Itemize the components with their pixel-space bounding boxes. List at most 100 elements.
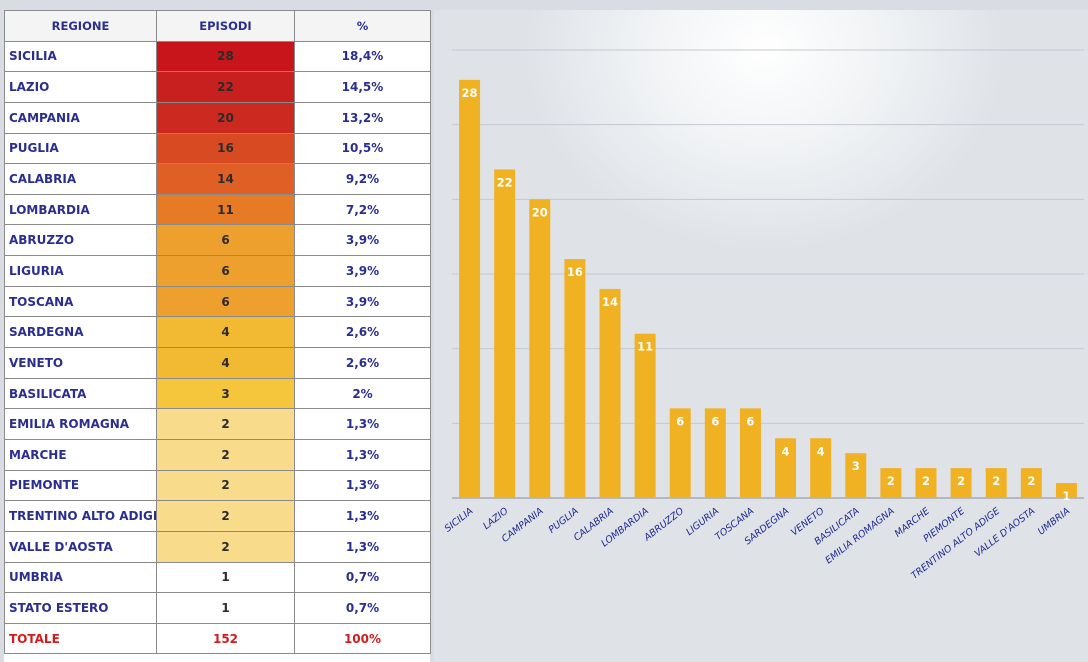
- bar: [845, 453, 867, 498]
- category-label: LAZIO: [481, 505, 511, 532]
- region-cell: SICILIA: [4, 40, 157, 73]
- bar: [775, 438, 797, 498]
- table-row: SARDEGNA 4 2,6%: [4, 316, 431, 349]
- region-cell: ABRUZZO: [4, 224, 157, 257]
- percent-cell: 14,5%: [294, 71, 431, 103]
- count-cell: 28: [156, 40, 295, 73]
- count-cell: 3: [156, 377, 295, 410]
- regions-table-panel: REGIONE EPISODI % SICILIA 28 18,4% LAZIO 22 1…: [4, 10, 431, 662]
- count-cell: 6: [156, 224, 295, 257]
- region-cell: LOMBARDIA: [4, 193, 157, 226]
- percent-cell: 1,3%: [294, 438, 431, 471]
- count-cell: 11: [156, 193, 295, 226]
- total-percent: 100%: [294, 622, 431, 655]
- data-label: 1: [1062, 489, 1070, 503]
- percent-cell: 3,9%: [294, 255, 431, 287]
- data-label: 22: [497, 175, 513, 189]
- bar: [985, 468, 1007, 498]
- bar: [494, 169, 516, 498]
- table-row: ABRUZZO 6 3,9%: [4, 224, 431, 257]
- bar: [564, 259, 586, 498]
- table-row: LOMBARDIA 11 7,2%: [4, 193, 431, 226]
- bar: [950, 468, 972, 498]
- header-episodi: EPISODI: [156, 10, 295, 42]
- data-label: 4: [782, 444, 790, 458]
- data-label: 3: [852, 459, 860, 473]
- table-row: MARCHE 2 1,3%: [4, 438, 431, 471]
- count-cell: 20: [156, 101, 295, 134]
- region-cell: BASILICATA: [4, 377, 157, 410]
- bar-chart: 28SICILIA22LAZIO20CAMPANIA16PUGLIA14CALA…: [443, 49, 1084, 582]
- region-cell: TOSCANA: [4, 285, 157, 318]
- bar: [1055, 483, 1077, 498]
- table-row: PUGLIA 16 10,5%: [4, 132, 431, 165]
- region-cell: MARCHE: [4, 438, 157, 471]
- count-cell: 6: [156, 285, 295, 318]
- region-cell: LAZIO: [4, 71, 157, 103]
- percent-cell: 2%: [294, 377, 431, 410]
- bar: [880, 468, 902, 498]
- regions-table: REGIONE EPISODI % SICILIA 28 18,4% LAZIO 22 1…: [4, 10, 431, 655]
- data-label: 6: [711, 414, 719, 428]
- category-label: VALLE D'AOSTA: [973, 506, 1038, 560]
- region-cell: TRENTINO ALTO ADIGE: [4, 500, 157, 532]
- percent-cell: 10,5%: [294, 132, 431, 165]
- table-row: VALLE D'AOSTA 2 1,3%: [4, 530, 431, 563]
- region-cell: UMBRIA: [4, 561, 157, 594]
- region-cell: VENETO: [4, 347, 157, 379]
- bar: [669, 408, 691, 498]
- data-label: 2: [1027, 474, 1035, 488]
- data-label: 2: [992, 474, 1000, 488]
- table-header-row: REGIONE EPISODI %: [4, 10, 431, 42]
- bar: [810, 438, 832, 498]
- percent-cell: 2,6%: [294, 347, 431, 379]
- table-row: EMILIA ROMAGNA 2 1,3%: [4, 408, 431, 440]
- percent-cell: 1,3%: [294, 530, 431, 563]
- percent-cell: 7,2%: [294, 193, 431, 226]
- table-row: LAZIO 22 14,5%: [4, 71, 431, 103]
- data-label: 6: [746, 414, 754, 428]
- percent-cell: 1,3%: [294, 500, 431, 532]
- region-cell: SARDEGNA: [4, 316, 157, 349]
- table-row: UMBRIA 1 0,7%: [4, 561, 431, 594]
- header-regione: REGIONE: [4, 10, 157, 42]
- bar: [599, 288, 621, 498]
- data-label: 2: [922, 474, 930, 488]
- bar: [739, 408, 761, 498]
- region-cell: EMILIA ROMAGNA: [4, 408, 157, 440]
- category-label: SICILIA: [443, 506, 476, 535]
- count-cell: 22: [156, 71, 295, 103]
- region-cell: STATO ESTERO: [4, 592, 157, 624]
- percent-cell: 18,4%: [294, 40, 431, 73]
- header-percent: %: [294, 10, 431, 42]
- region-cell: CALABRIA: [4, 163, 157, 195]
- count-cell: 6: [156, 255, 295, 287]
- count-cell: 2: [156, 469, 295, 502]
- percent-cell: 9,2%: [294, 163, 431, 195]
- total-count: 152: [156, 622, 295, 655]
- data-label: 14: [602, 295, 618, 309]
- bar: [704, 408, 726, 498]
- data-label: 11: [637, 340, 653, 354]
- count-cell: 16: [156, 132, 295, 165]
- bar: [529, 199, 551, 499]
- bar-chart-panel: 28 SICILIA 22 LAZIO 20 CAMPANIA 16 PUGLIA 14 CALA…: [434, 10, 1088, 662]
- data-label: 2: [957, 474, 965, 488]
- bar: [1020, 468, 1042, 498]
- percent-cell: 1,3%: [294, 469, 431, 502]
- count-cell: 14: [156, 163, 295, 195]
- count-cell: 2: [156, 408, 295, 440]
- category-label: UMBRIA: [1036, 506, 1072, 538]
- bar: [915, 468, 937, 498]
- table-row: TOSCANA 6 3,9%: [4, 285, 431, 318]
- table-row: CAMPANIA 20 13,2%: [4, 101, 431, 134]
- total-row: TOTALE 152 100%: [4, 622, 431, 655]
- region-cell: PUGLIA: [4, 132, 157, 165]
- region-cell: CAMPANIA: [4, 101, 157, 134]
- table-row: TRENTINO ALTO ADIGE 2 1,3%: [4, 500, 431, 532]
- table-row: CALABRIA 14 9,2%: [4, 163, 431, 195]
- region-cell: PIEMONTE: [4, 469, 157, 502]
- table-row: SICILIA 28 18,4%: [4, 40, 431, 73]
- percent-cell: 2,6%: [294, 316, 431, 349]
- data-label: 16: [567, 265, 583, 279]
